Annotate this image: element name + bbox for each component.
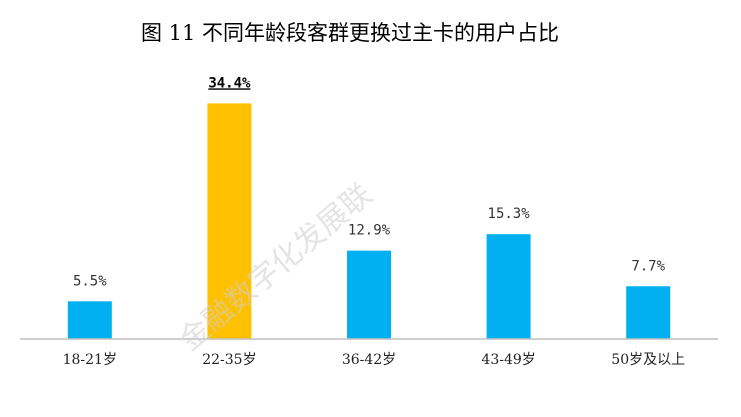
bar-2 <box>207 103 252 339</box>
bars-group <box>67 103 671 339</box>
bar-3 <box>347 250 391 339</box>
x-tick-label-1: 18-21岁 <box>63 352 117 368</box>
value-label-2: 34.4% <box>208 75 251 91</box>
x-tick-label-2: 22-35岁 <box>202 352 256 368</box>
x-tick-label-5: 50岁及以上 <box>611 352 685 368</box>
value-label-5: 7.7% <box>631 258 665 274</box>
bar-1 <box>67 301 112 339</box>
value-label-4: 15.3% <box>488 206 531 222</box>
value-label-1: 5.5% <box>73 273 107 289</box>
bar-5 <box>626 286 671 339</box>
value-label-3: 12.9% <box>348 223 391 239</box>
x-tick-labels-group: 18-21岁 22-35岁 36-42岁 43-49岁 50岁及以上 <box>63 352 685 368</box>
x-tick-label-3: 36-42岁 <box>342 352 396 368</box>
bar-4 <box>486 234 531 339</box>
chart-title: 图 11 不同年龄段客群更换过主卡的用户占比 <box>141 21 559 45</box>
value-labels-group: 5.5% 34.4% 12.9% 15.3% 7.7% <box>73 75 666 289</box>
x-tick-label-4: 43-49岁 <box>481 352 535 368</box>
